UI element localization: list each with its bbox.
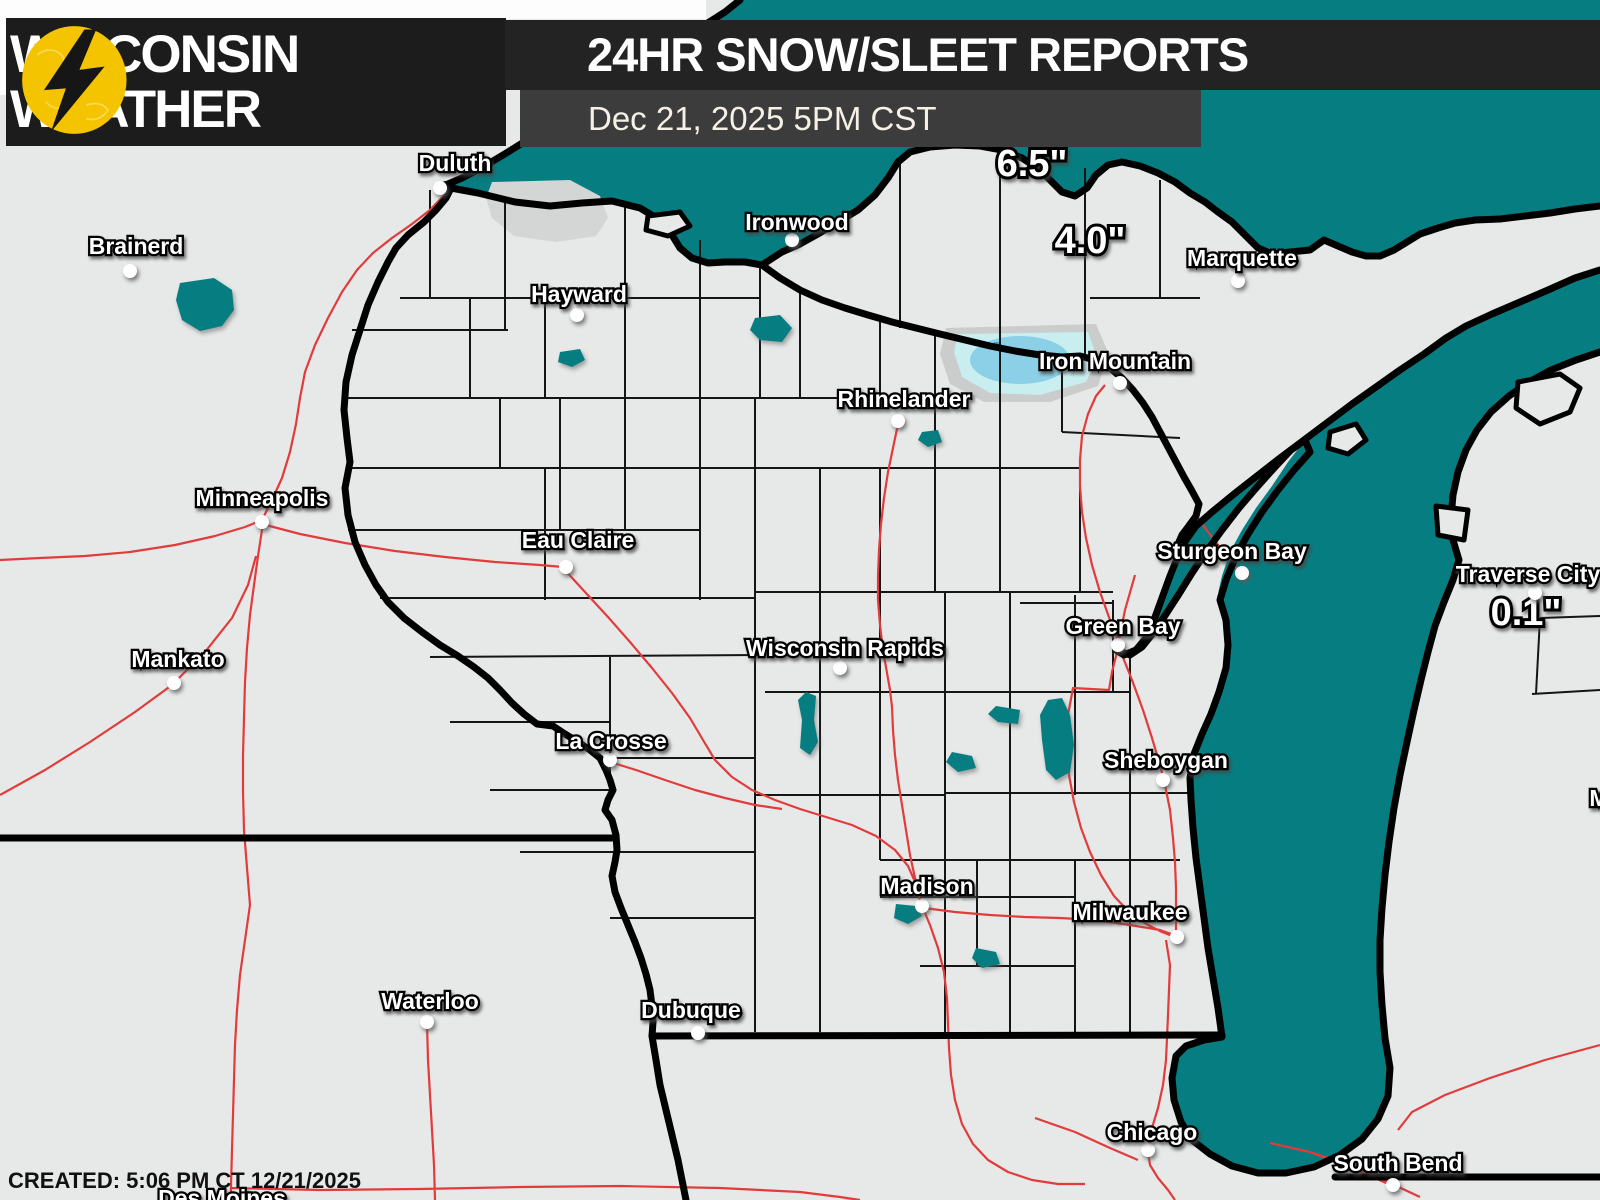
city-south-bend: South Bend xyxy=(1331,1148,1465,1192)
lake-mendota xyxy=(894,904,922,924)
city-label: Waterloo xyxy=(381,988,479,1014)
city-label: Minneapolis xyxy=(196,485,329,511)
city-minneapolis: Minneapolis xyxy=(193,483,331,529)
island-fox xyxy=(1433,503,1471,543)
island-beaver xyxy=(1513,371,1583,427)
edge-label-fragment: M xyxy=(1589,785,1600,811)
city-traverse-city: Traverse City xyxy=(1454,559,1600,600)
city-marquette: Marquette xyxy=(1185,243,1299,288)
city-label: Dubuque xyxy=(641,997,741,1023)
city-sturgeon-bay: Sturgeon Bay xyxy=(1155,536,1309,580)
city-brainerd: Brainerd xyxy=(86,231,186,278)
gray-report-area-superior xyxy=(486,180,608,242)
city-la-crosse: La Crosse xyxy=(553,726,669,767)
lake-rhinelander xyxy=(918,430,942,447)
lake-poygan xyxy=(988,706,1020,724)
lightning-bolt-icon xyxy=(22,26,127,134)
lake-petenwell xyxy=(798,692,818,755)
snow-report-values: 6.5" 4.0" 0.1" xyxy=(994,140,1565,637)
city-label: Madison xyxy=(880,873,973,899)
county-lines xyxy=(348,152,1600,1032)
island-washington xyxy=(1325,421,1369,457)
page-top-margin xyxy=(0,0,706,19)
report-value: 0.1" xyxy=(1491,592,1562,634)
city-label: Chicago xyxy=(1107,1119,1198,1145)
city-label: Ironwood xyxy=(745,209,848,235)
city-label: Wisconsin Rapids xyxy=(746,635,944,661)
city-green-bay: Green Bay xyxy=(1063,611,1183,652)
created-timestamp: CREATED: 5:06 PM CT 12/21/2025 xyxy=(8,1168,361,1193)
lakes-hayward-east xyxy=(750,315,792,342)
city-hayward: Hayward xyxy=(529,279,629,322)
lake-monona xyxy=(972,948,1000,968)
page-left-margin xyxy=(0,19,7,95)
lake-courte-oreilles xyxy=(558,349,585,367)
page-title: 24HR SNOW/SLEET REPORTS xyxy=(587,28,1249,81)
city-chicago: Chicago xyxy=(1104,1117,1200,1157)
city-label: Brainerd xyxy=(89,233,184,259)
city-label: Sheboygan xyxy=(1104,747,1228,773)
city-label: Eau Claire xyxy=(522,527,635,553)
city-label: La Crosse xyxy=(555,728,666,754)
city-eau-claire: Eau Claire xyxy=(520,525,637,574)
border-mississippi-south xyxy=(648,1032,690,1200)
city-wisconsin-rapids: Wisconsin Rapids xyxy=(744,633,946,675)
city-label: Duluth xyxy=(419,150,492,176)
lake-castle-rock xyxy=(946,752,976,772)
city-iron-mountain: Iron Mountain xyxy=(1037,346,1193,390)
city-label: Iron Mountain xyxy=(1039,348,1191,374)
city-mankato: Mankato xyxy=(129,644,227,690)
city-label: Green Bay xyxy=(1065,613,1180,639)
lake-mille-lacs xyxy=(176,278,234,331)
cities: Duluth Brainerd Minneapolis Mankato Wate… xyxy=(86,148,1600,1200)
lake-michigan xyxy=(1118,270,1600,1173)
brand-logo-box: WISCONSIN WEATHER xyxy=(6,18,506,146)
city-label: Milwaukee xyxy=(1072,899,1187,925)
city-milwaukee: Milwaukee xyxy=(1070,897,1190,944)
report-value: 4.0" xyxy=(1055,220,1126,262)
city-label: South Bend xyxy=(1333,1150,1462,1176)
city-ironwood: Ironwood xyxy=(743,207,851,247)
city-des-moines: Des Moines xyxy=(156,1183,288,1200)
valid-time-label: Dec 21, 2025 5PM CST xyxy=(588,100,937,137)
report-value: 6.5" xyxy=(997,143,1068,185)
city-madison: Madison xyxy=(878,871,976,913)
city-duluth: Duluth xyxy=(416,148,494,195)
city-label: Marquette xyxy=(1187,245,1297,271)
city-label: Sturgeon Bay xyxy=(1157,538,1307,564)
city-sheboygan: Sheboygan xyxy=(1102,745,1230,787)
city-label: Rhinelander xyxy=(838,386,971,412)
border-wisconsin-michigan xyxy=(758,261,1203,548)
city-label: Des Moines xyxy=(158,1185,286,1200)
city-label: Hayward xyxy=(531,281,627,307)
city-label: Traverse City xyxy=(1456,561,1600,587)
door-peninsula xyxy=(1092,440,1305,700)
shore-superior-south xyxy=(436,141,1600,269)
city-waterloo: Waterloo xyxy=(379,986,481,1029)
city-dubuque: Dubuque xyxy=(639,995,743,1040)
border-wisconsin-west-south xyxy=(340,182,1226,1040)
subtitle-bar: Dec 21, 2025 5PM CST xyxy=(520,90,1201,147)
shore-lake-michigan-west xyxy=(1112,348,1600,1177)
title-bar: 24HR SNOW/SLEET REPORTS xyxy=(505,20,1600,90)
islands xyxy=(643,209,1583,543)
lake-winnebago xyxy=(1040,698,1074,780)
island-madeline xyxy=(643,209,693,239)
inland-lakes xyxy=(176,278,1074,968)
city-rhinelander: Rhinelander xyxy=(835,384,973,428)
city-label: Mankato xyxy=(131,646,224,672)
